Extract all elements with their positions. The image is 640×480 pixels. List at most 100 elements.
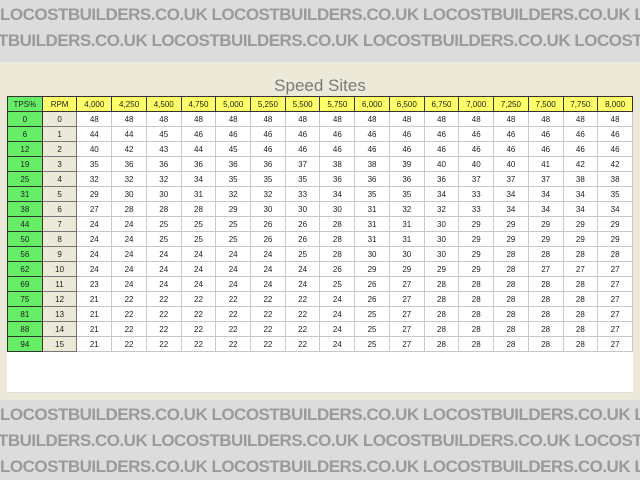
value-cell[interactable]: 32: [145, 171, 182, 187]
value-cell[interactable]: 34: [527, 201, 564, 217]
value-cell[interactable]: 48: [180, 111, 217, 127]
value-cell[interactable]: 31: [354, 231, 390, 247]
value-cell[interactable]: 28: [527, 246, 564, 262]
value-cell[interactable]: 22: [284, 321, 321, 337]
value-cell[interactable]: 28: [493, 321, 529, 337]
value-cell[interactable]: 46: [527, 126, 564, 142]
value-cell[interactable]: 36: [354, 171, 390, 187]
value-cell[interactable]: 48: [388, 111, 425, 127]
value-cell[interactable]: 28: [423, 336, 460, 352]
tps-cell[interactable]: 0: [7, 111, 43, 127]
value-cell[interactable]: 40: [493, 156, 529, 172]
value-cell[interactable]: 36: [180, 156, 217, 172]
value-cell[interactable]: 37: [284, 156, 321, 172]
value-cell[interactable]: 46: [597, 141, 633, 157]
value-cell[interactable]: 40: [76, 141, 113, 157]
value-cell[interactable]: 37: [527, 171, 564, 187]
value-cell[interactable]: 30: [250, 201, 286, 217]
value-cell[interactable]: 40: [458, 156, 495, 172]
value-cell[interactable]: 28: [458, 336, 495, 352]
value-cell[interactable]: 29: [527, 216, 564, 232]
value-cell[interactable]: 29: [388, 261, 425, 277]
value-cell[interactable]: 28: [493, 306, 529, 322]
value-cell[interactable]: 30: [354, 246, 390, 262]
value-cell[interactable]: 28: [527, 291, 564, 307]
value-cell[interactable]: 29: [493, 216, 529, 232]
tps-cell[interactable]: 88: [7, 321, 43, 337]
value-cell[interactable]: 48: [111, 111, 147, 127]
value-cell[interactable]: 48: [354, 111, 390, 127]
value-cell[interactable]: 44: [180, 141, 217, 157]
value-cell[interactable]: 26: [354, 291, 390, 307]
value-cell[interactable]: 27: [388, 321, 425, 337]
value-cell[interactable]: 33: [458, 201, 495, 217]
value-cell[interactable]: 24: [145, 276, 182, 292]
value-cell[interactable]: 22: [284, 336, 321, 352]
value-cell[interactable]: 34: [562, 201, 599, 217]
value-cell[interactable]: 27: [597, 336, 633, 352]
value-cell[interactable]: 24: [76, 261, 113, 277]
value-cell[interactable]: 34: [493, 186, 529, 202]
tps-cell[interactable]: 94: [7, 336, 43, 352]
value-cell[interactable]: 29: [215, 201, 252, 217]
value-cell[interactable]: 33: [284, 186, 321, 202]
rpm-index-cell[interactable]: 8: [41, 231, 78, 247]
value-cell[interactable]: 46: [423, 126, 460, 142]
value-cell[interactable]: 46: [493, 126, 529, 142]
value-cell[interactable]: 28: [319, 231, 356, 247]
value-cell[interactable]: 26: [250, 216, 286, 232]
value-cell[interactable]: 24: [76, 216, 113, 232]
value-cell[interactable]: 34: [562, 186, 599, 202]
value-cell[interactable]: 25: [215, 216, 252, 232]
value-cell[interactable]: 27: [597, 261, 633, 277]
value-cell[interactable]: 42: [597, 156, 633, 172]
value-cell[interactable]: 46: [458, 141, 495, 157]
value-cell[interactable]: 22: [180, 321, 217, 337]
value-cell[interactable]: 27: [388, 336, 425, 352]
value-cell[interactable]: 46: [388, 141, 425, 157]
value-cell[interactable]: 46: [458, 126, 495, 142]
rpm-index-cell[interactable]: 15: [41, 336, 78, 352]
value-cell[interactable]: 45: [215, 141, 252, 157]
value-cell[interactable]: 48: [423, 111, 460, 127]
value-cell[interactable]: 48: [493, 111, 529, 127]
value-cell[interactable]: 28: [111, 201, 147, 217]
value-cell[interactable]: 31: [354, 201, 390, 217]
rpm-index-cell[interactable]: 3: [41, 156, 78, 172]
value-cell[interactable]: 24: [284, 261, 321, 277]
value-cell[interactable]: 27: [76, 201, 113, 217]
value-cell[interactable]: 22: [180, 306, 217, 322]
value-cell[interactable]: 28: [493, 291, 529, 307]
value-cell[interactable]: 36: [145, 156, 182, 172]
value-cell[interactable]: 29: [423, 261, 460, 277]
value-cell[interactable]: 32: [250, 186, 286, 202]
value-cell[interactable]: 35: [597, 186, 633, 202]
value-cell[interactable]: 36: [423, 171, 460, 187]
tps-cell[interactable]: 81: [7, 306, 43, 322]
value-cell[interactable]: 46: [597, 126, 633, 142]
value-cell[interactable]: 29: [493, 231, 529, 247]
value-cell[interactable]: 24: [250, 246, 286, 262]
value-cell[interactable]: 24: [180, 276, 217, 292]
value-cell[interactable]: 22: [145, 291, 182, 307]
value-cell[interactable]: 22: [145, 336, 182, 352]
value-cell[interactable]: 27: [597, 321, 633, 337]
tps-cell[interactable]: 25: [7, 171, 43, 187]
value-cell[interactable]: 31: [180, 186, 217, 202]
value-cell[interactable]: 35: [388, 186, 425, 202]
value-cell[interactable]: 28: [458, 321, 495, 337]
value-cell[interactable]: 45: [145, 126, 182, 142]
value-cell[interactable]: 30: [423, 246, 460, 262]
value-cell[interactable]: 24: [76, 231, 113, 247]
value-cell[interactable]: 28: [562, 291, 599, 307]
value-cell[interactable]: 37: [493, 171, 529, 187]
value-cell[interactable]: 26: [354, 276, 390, 292]
value-cell[interactable]: 24: [319, 291, 356, 307]
value-cell[interactable]: 22: [111, 336, 147, 352]
rpm-index-cell[interactable]: 11: [41, 276, 78, 292]
value-cell[interactable]: 21: [76, 291, 113, 307]
value-cell[interactable]: 24: [250, 261, 286, 277]
value-cell[interactable]: 24: [319, 321, 356, 337]
value-cell[interactable]: 31: [388, 216, 425, 232]
value-cell[interactable]: 27: [388, 306, 425, 322]
